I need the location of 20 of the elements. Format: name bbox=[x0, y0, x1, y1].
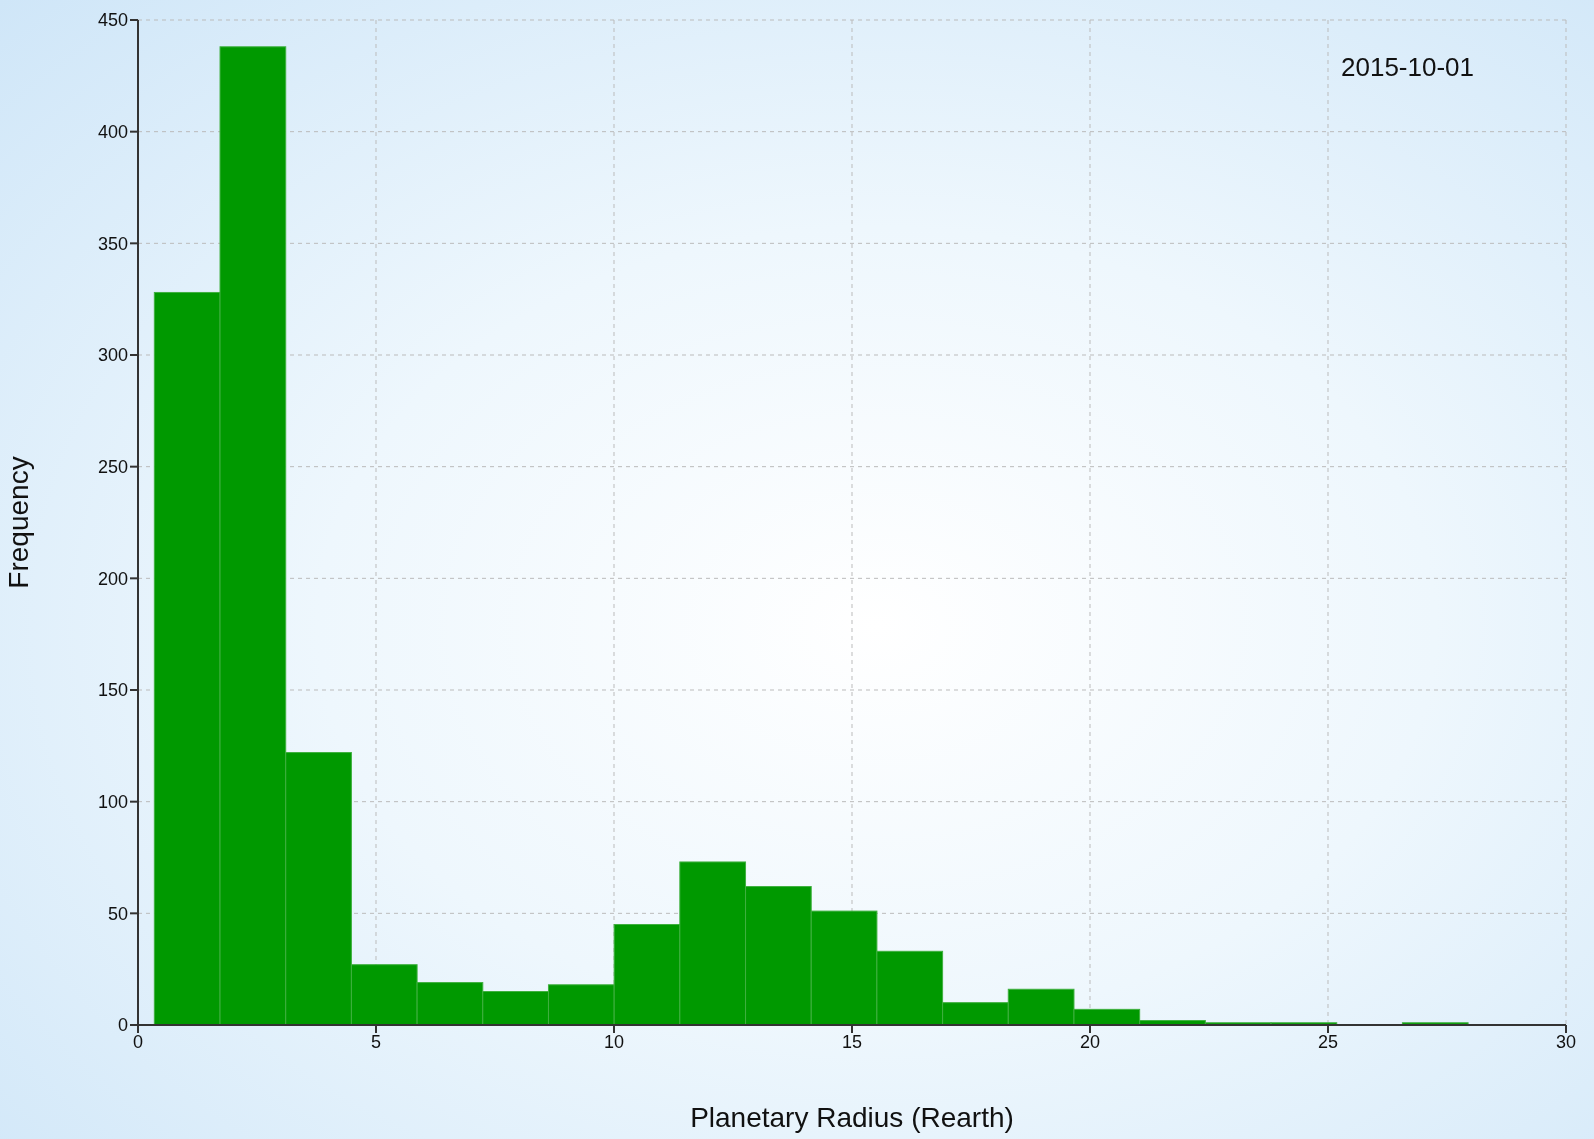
y-tick-label: 400 bbox=[97, 122, 128, 143]
x-tick-label: 0 bbox=[132, 1031, 144, 1052]
y-tick-label: 100 bbox=[97, 792, 128, 813]
y-tick-label: 450 bbox=[97, 10, 128, 31]
x-tick-label: 10 bbox=[603, 1031, 625, 1052]
y-axis-title: Frequency bbox=[2, 456, 34, 589]
x-axis-title: Planetary Radius (Rearth) bbox=[690, 1102, 1014, 1133]
y-tick-label: 250 bbox=[97, 457, 128, 478]
y-tick-label: 0 bbox=[117, 1015, 128, 1036]
y-tick-label: 350 bbox=[97, 233, 128, 254]
x-tick-label: 30 bbox=[1555, 1031, 1577, 1052]
y-tick-label: 150 bbox=[97, 680, 128, 701]
x-tick-label: 25 bbox=[1317, 1031, 1339, 1052]
x-tick-label: 15 bbox=[841, 1031, 863, 1052]
x-tick-label: 5 bbox=[370, 1031, 382, 1052]
annotation: 2015-10-01 bbox=[1341, 52, 1474, 83]
y-tick-label: 300 bbox=[97, 345, 128, 366]
y-tick-label: 200 bbox=[97, 568, 128, 589]
y-tick-label: 50 bbox=[107, 903, 128, 924]
x-tick-label: 20 bbox=[1079, 1031, 1101, 1052]
